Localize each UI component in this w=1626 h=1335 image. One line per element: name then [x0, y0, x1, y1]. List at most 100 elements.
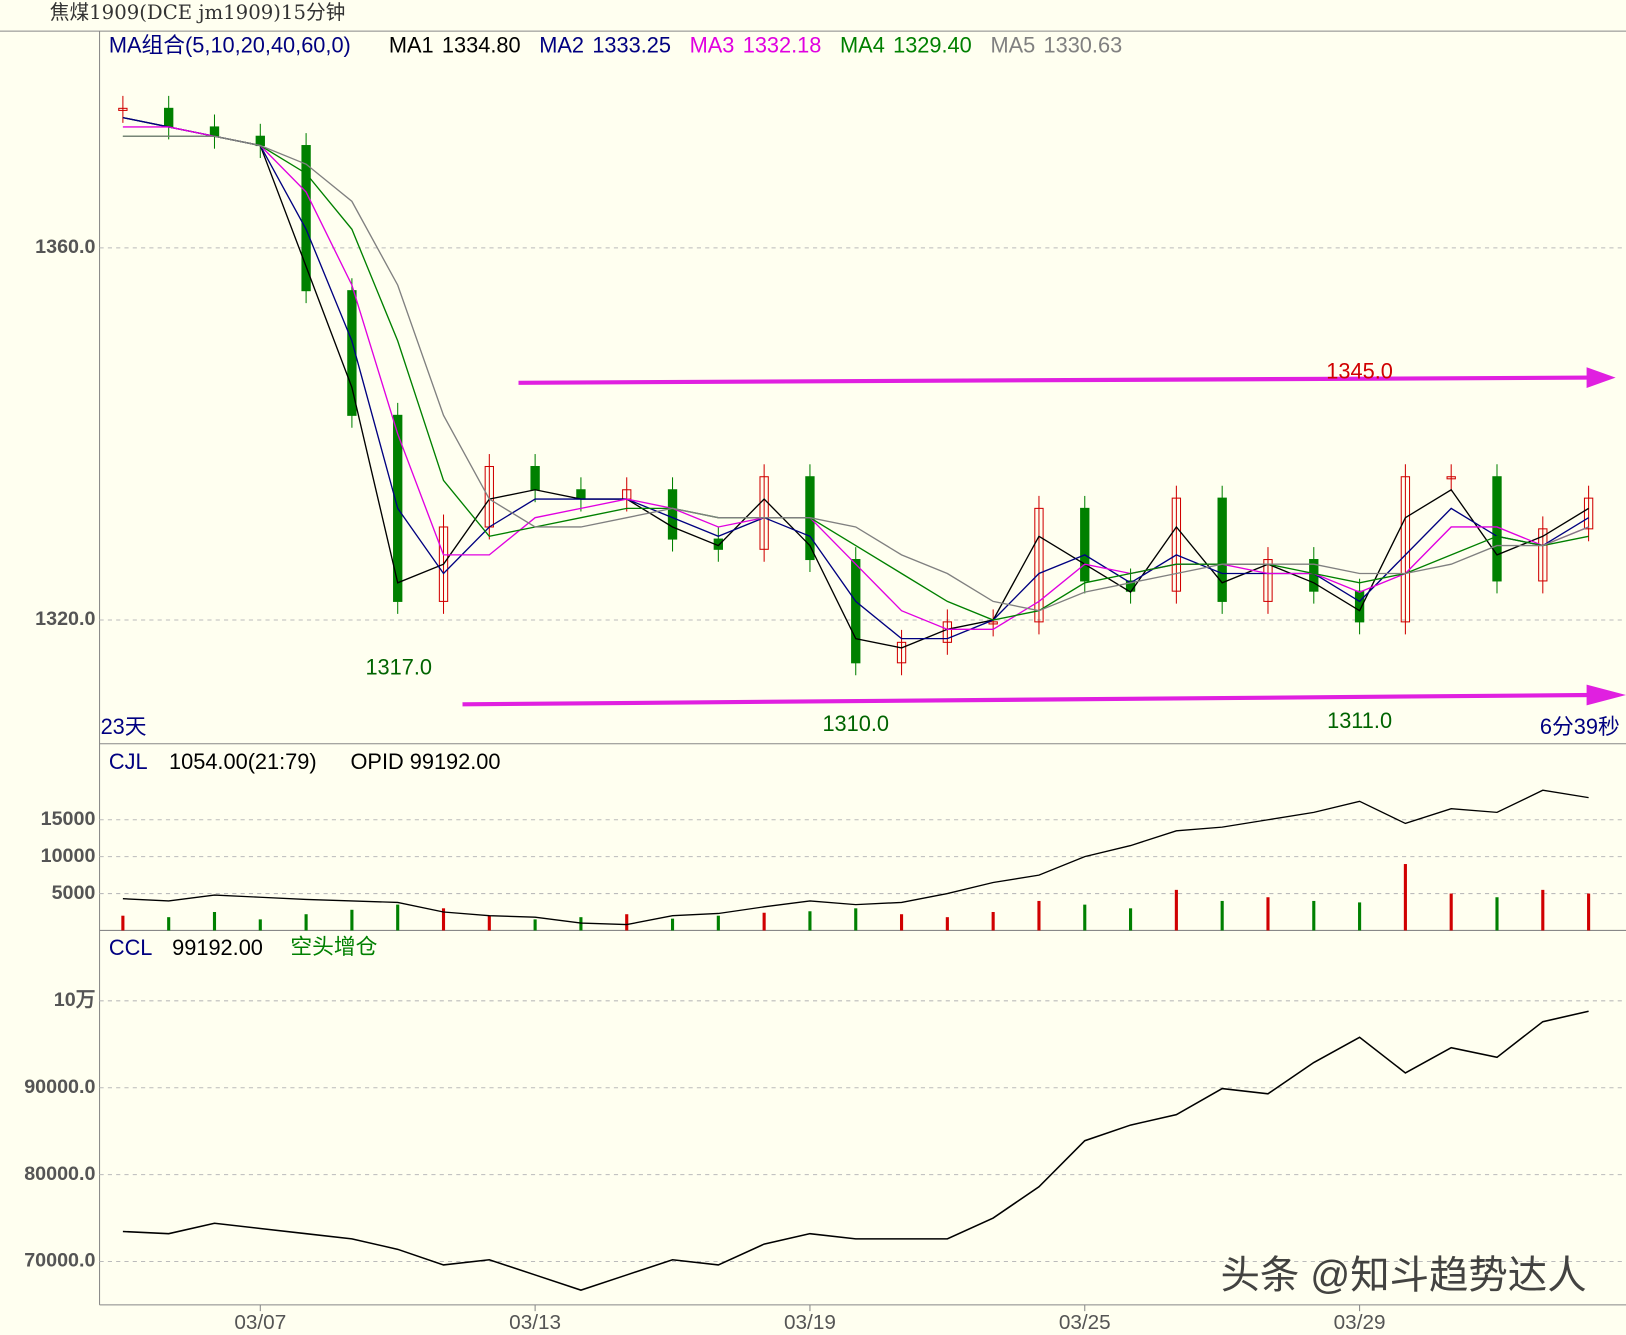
candle-body — [164, 107, 174, 128]
arrow-head — [1586, 367, 1616, 388]
candle-body — [759, 476, 769, 550]
candle-body — [118, 107, 128, 111]
volume-bar — [1174, 889, 1178, 931]
volume-bar — [487, 915, 491, 931]
ma-line — [122, 135, 1589, 621]
candle-body — [530, 465, 540, 491]
candle-body — [255, 135, 265, 147]
candle-body — [1171, 497, 1182, 592]
ma-line — [122, 135, 1589, 612]
volume-bar — [625, 914, 629, 931]
oi-line — [122, 1010, 1589, 1291]
legend-value: 1332.18 — [743, 32, 822, 57]
panel-label: CJL — [109, 749, 148, 774]
candle-body — [1217, 497, 1227, 602]
ma-line — [122, 116, 1589, 640]
volume-bar — [579, 917, 583, 931]
y-tick-label: 90000.0 — [24, 1076, 95, 1098]
candle-body — [1400, 476, 1411, 623]
panel-value: 1054.00(21:79) — [169, 749, 317, 774]
annotation: 1345.0 — [1326, 359, 1393, 384]
volume-bar — [350, 909, 354, 931]
volume-bar — [1266, 897, 1270, 931]
candle-body — [1034, 507, 1044, 623]
y-tick-label: 5000 — [52, 882, 96, 904]
y-tick-label: 15000 — [41, 808, 96, 830]
volume-bar — [212, 912, 217, 931]
annotation: 1317.0 — [365, 654, 432, 679]
candle-body — [896, 641, 907, 664]
legend-name: MA5 — [990, 32, 1035, 57]
volume-bar — [762, 912, 766, 931]
volume-bar — [991, 912, 995, 931]
candle-body — [988, 621, 998, 625]
candle-body — [347, 290, 357, 416]
volume-bar — [1587, 893, 1591, 931]
volume-bar — [396, 904, 400, 931]
candle-body — [667, 489, 678, 540]
x-tick-label: 03/29 — [1334, 1311, 1386, 1334]
annotation: 1311.0 — [1327, 708, 1392, 733]
candle-body — [851, 559, 861, 664]
y-tick-label: 70000.0 — [24, 1250, 95, 1272]
candle-body — [1263, 559, 1273, 602]
volume-bar — [304, 914, 308, 931]
x-tick-label: 03/19 — [784, 1311, 836, 1334]
y-tick-label: 10000 — [41, 845, 96, 867]
arrow-line — [462, 692, 1592, 707]
volume-bar — [1358, 902, 1362, 931]
legend-title: MA组合(5,10,20,40,60,0) — [109, 32, 351, 57]
candle-body — [1538, 528, 1548, 582]
arrow-line — [518, 375, 1592, 385]
note: 6分39秒 — [1540, 714, 1620, 739]
y-tick-label: 80000.0 — [24, 1163, 95, 1185]
volume-bar — [1083, 904, 1087, 931]
legend-name: MA2 — [539, 32, 584, 57]
y-tick-label: 1360.0 — [35, 236, 95, 258]
volume-bar — [670, 918, 675, 931]
candle-body — [1583, 497, 1594, 530]
candle-body — [301, 145, 311, 292]
candle-body — [1080, 507, 1090, 582]
x-tick-label: 03/07 — [234, 1311, 286, 1334]
annotation: 1310.0 — [822, 711, 889, 736]
arrow-head — [1586, 684, 1626, 706]
panel-label: CCL — [109, 935, 153, 960]
y-tick-label: 1320.0 — [35, 608, 95, 630]
signal-text: 空头增仓 — [290, 934, 377, 959]
note: 23天 — [101, 714, 147, 739]
panel-value: OPID 99192.00 — [351, 749, 501, 774]
opid-line — [122, 789, 1589, 926]
panel-value: 99192.00 — [172, 935, 263, 960]
volume-bar — [899, 914, 904, 931]
volume-bar — [1037, 900, 1041, 931]
volume-bar — [854, 908, 858, 931]
volume-bar — [1129, 908, 1133, 931]
x-tick-label: 03/25 — [1059, 1311, 1111, 1334]
legend-value: 1329.40 — [893, 32, 972, 57]
chart-title: 焦煤1909(DCE jm1909)15分钟 — [50, 1, 346, 24]
volume-bar — [945, 917, 949, 931]
volume-bar — [716, 915, 720, 931]
legend-value: 1334.80 — [442, 32, 521, 57]
volume-bar — [1449, 893, 1453, 931]
volume-bar — [1220, 900, 1224, 931]
legend-name: MA1 — [389, 32, 434, 57]
ma-line — [122, 126, 1589, 630]
candle-body — [438, 526, 449, 602]
candle-body — [1354, 590, 1365, 623]
support-resistance-arrows — [462, 367, 1626, 707]
volume-bar — [167, 917, 171, 931]
legend-value: 1333.25 — [592, 32, 671, 57]
volume-bar — [1312, 900, 1316, 931]
legend-name: MA3 — [690, 32, 735, 57]
legend-value: 1330.63 — [1044, 32, 1123, 57]
ma-line — [122, 116, 1589, 649]
candle-body — [576, 489, 586, 500]
volume-bar — [121, 915, 125, 931]
x-tick-label: 03/13 — [509, 1311, 561, 1334]
volume-bar — [1495, 897, 1499, 931]
volume-bar — [441, 908, 446, 931]
